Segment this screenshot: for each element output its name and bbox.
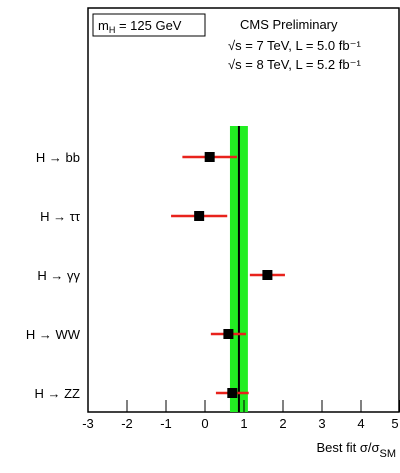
subtitle-line: √s = 8 TeV, L = 5.2 fb⁻¹ xyxy=(228,57,361,72)
mass-rest: = 125 GeV xyxy=(115,18,181,33)
x-label-sub: SM xyxy=(380,448,397,460)
chart-title: CMS Preliminary xyxy=(240,17,338,32)
x-tick-label: 1 xyxy=(240,416,247,431)
x-tick-label: 3 xyxy=(318,416,325,431)
y-tick-label: H → γγ xyxy=(37,268,80,283)
x-label-main: Best fit σ/σ xyxy=(316,440,379,455)
point xyxy=(194,211,205,221)
y-tick-label: H → bb xyxy=(36,150,80,165)
x-tick-label: -3 xyxy=(82,416,94,431)
y-tick-label: H → ττ xyxy=(40,209,81,224)
x-tick-label: -1 xyxy=(160,416,172,431)
point xyxy=(227,388,238,398)
y-tick-label: H → WW xyxy=(26,327,81,342)
mass-main: m xyxy=(98,18,109,33)
x-axis-label: Best fit σ/σSM xyxy=(316,440,396,460)
x-tick-label: 5 xyxy=(391,416,398,431)
subtitle-line: √s = 7 TeV, L = 5.0 fb⁻¹ xyxy=(228,38,361,53)
mass-label: mH = 125 GeV xyxy=(98,18,182,35)
point xyxy=(262,270,273,280)
y-tick-label: H → ZZ xyxy=(35,386,81,401)
x-tick-label: 2 xyxy=(279,416,286,431)
x-tick-label: 4 xyxy=(357,416,364,431)
point xyxy=(223,329,234,339)
mass-box xyxy=(92,13,206,37)
mass-sub: H xyxy=(109,25,116,35)
x-tick-label: 0 xyxy=(201,416,208,431)
point xyxy=(204,152,215,162)
x-tick-label: -2 xyxy=(121,416,133,431)
